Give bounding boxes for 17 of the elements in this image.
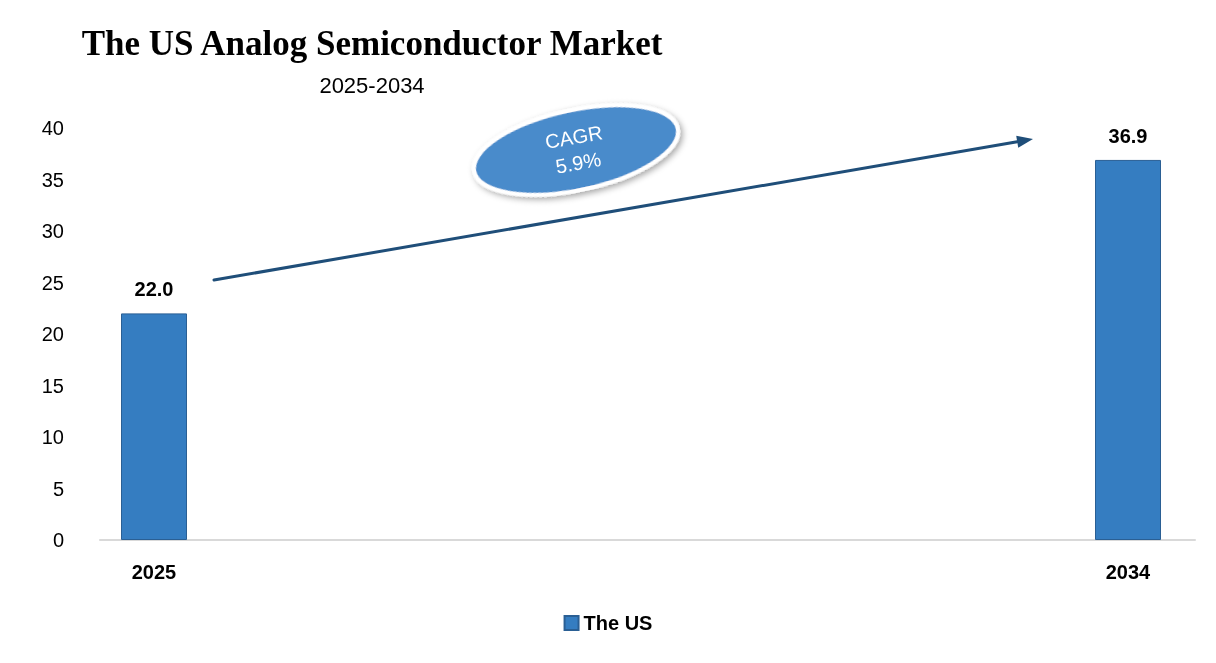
y-tick-label: 0 [52,529,64,551]
data-label: 36.9 [1108,124,1148,147]
data-label: 22.0 [134,278,174,301]
x-tick-label: 2025 [131,561,177,583]
y-tick-label: 30 [41,220,64,242]
y-tick-label: 20 [41,323,64,345]
chart-title: The US Analog Semiconductor Market [81,24,663,63]
y-tick-label: 15 [41,374,64,397]
y-tick-label: 40 [41,117,64,139]
legend-label: The US [583,612,653,634]
x-tick-label: 2034 [1105,561,1152,583]
y-tick-label: 25 [41,271,64,294]
chart-subtitle: 2025-2034 [319,72,425,98]
y-tick-label: 35 [41,168,64,191]
y-tick-label: 10 [41,426,64,448]
y-tick-label: 5 [52,477,64,500]
annotation: CAGR 5.9% [542,120,606,180]
